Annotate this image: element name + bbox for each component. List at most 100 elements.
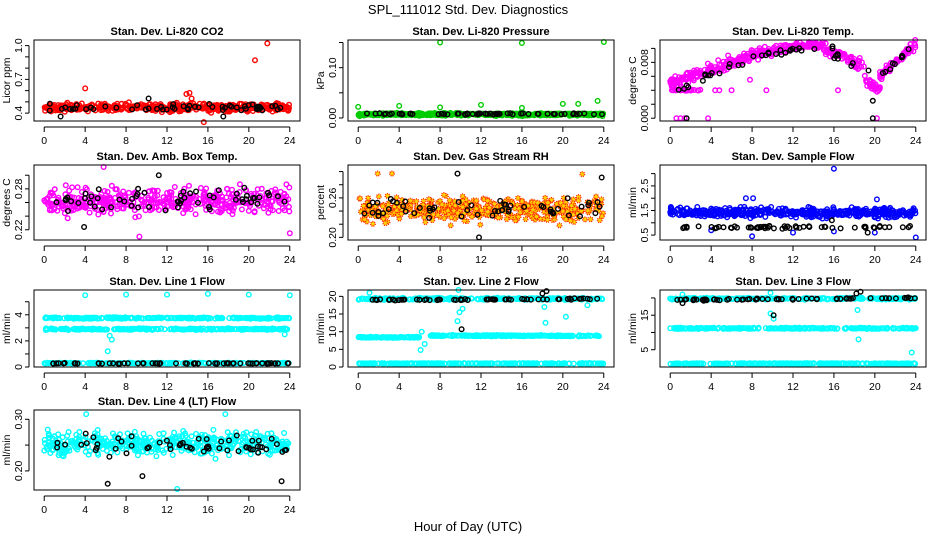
data-point-all [860,63,867,70]
x-tick-label: 24 [284,254,296,266]
data-point-all [420,197,427,204]
data-point-all [542,319,549,326]
data-point-hourly [91,203,98,210]
data-point-hourly [69,105,76,112]
data-point-hourly [777,47,784,54]
data-point-all [147,197,154,204]
data-point-hourly [121,198,128,205]
x-tick-label: 12 [475,135,487,147]
data-point-all [721,67,728,74]
data-point-all [672,73,679,80]
data-point-hourly [828,217,835,224]
x-tick-label: 4 [396,254,402,266]
data-point-all [192,211,199,218]
data-point-all [132,214,139,221]
data-point-hourly [882,68,889,75]
data-point-all [570,360,577,367]
data-point-all [82,292,89,299]
data-point-all [757,211,764,218]
data-point-hourly [561,110,568,117]
panel-2: Stan. Dev. Li-820 Temp.0 4 8 12 16 20 240.0000… [627,26,927,147]
data-point-all [434,212,441,219]
data-point-all [790,42,797,49]
data-point-all [459,203,466,210]
data-points [41,290,293,367]
data-point-hourly [205,203,212,210]
data-point-hourly [438,110,445,117]
data-point-hourly [177,192,184,199]
x-tick-label: 24 [598,381,610,393]
data-point-hourly [683,115,690,122]
data-point-all [396,102,403,109]
data-point-hourly [255,105,262,112]
y-tick-label: 0.00 [327,108,339,129]
y-axis-label: percent [315,185,327,220]
data-point-all [229,211,236,218]
x-tick-label: 4 [396,135,402,147]
data-point-all [712,64,719,71]
data-point-hourly [402,198,409,205]
data-point-hourly [81,195,88,202]
y-tick-label: 4 [13,312,25,318]
data-point-all [447,222,454,229]
data-point-all [64,215,71,222]
data-point-all [264,203,271,210]
x-tick-label: 4 [396,381,402,393]
data-point-hourly [162,207,169,214]
data-point-all [830,165,837,172]
data-point-all [533,213,540,220]
data-point-hourly [169,104,176,111]
data-point-all [223,203,230,210]
data-point-all [763,87,770,94]
data-point-all [853,64,860,71]
data-point-hourly [484,110,491,117]
data-point-hourly [46,107,53,114]
data-point-hourly [175,198,182,205]
data-point-all [228,186,235,193]
data-point-all [593,193,600,200]
data-point-hourly [834,52,841,59]
data-point-all [251,57,258,64]
y-tick-label: 10 [327,326,339,338]
data-point-all [744,50,751,57]
data-point-hourly [206,100,213,107]
x-tick-label: 8 [749,135,755,147]
data-point-hourly [851,224,858,231]
data-point-all [226,208,233,215]
data-point-all [690,71,697,78]
data-points [355,39,607,120]
data-point-all [667,78,674,85]
data-point-all [181,185,188,192]
data-point-hourly [555,296,562,303]
data-point-all [258,185,265,192]
y-tick-label: 0.20 [327,227,339,248]
data-point-hourly [155,172,162,179]
data-point-all [421,214,428,221]
data-point-hourly [99,206,106,213]
data-point-all [440,191,447,198]
data-point-all [517,209,524,216]
data-point-all [446,197,453,204]
data-point-all [141,199,148,206]
data-point-all [185,204,192,211]
data-point-hourly [142,106,149,113]
data-point-hourly [675,86,682,93]
data-point-hourly [581,110,588,117]
data-point-hourly [396,110,403,117]
x-tick-label: 20 [243,381,255,393]
data-point-all [474,295,481,302]
data-point-hourly [441,111,448,118]
x-tick-label: 0 [667,254,673,266]
data-point-hourly [95,186,102,193]
x-tick-label: 8 [123,135,129,147]
data-point-all [135,213,142,220]
x-tick-label: 12 [161,381,173,393]
data-point-hourly [534,110,541,117]
data-point-all [484,208,491,215]
data-point-all [437,39,444,46]
data-point-hourly [274,106,281,113]
data-point-all [668,87,675,94]
data-point-hourly [209,103,216,110]
